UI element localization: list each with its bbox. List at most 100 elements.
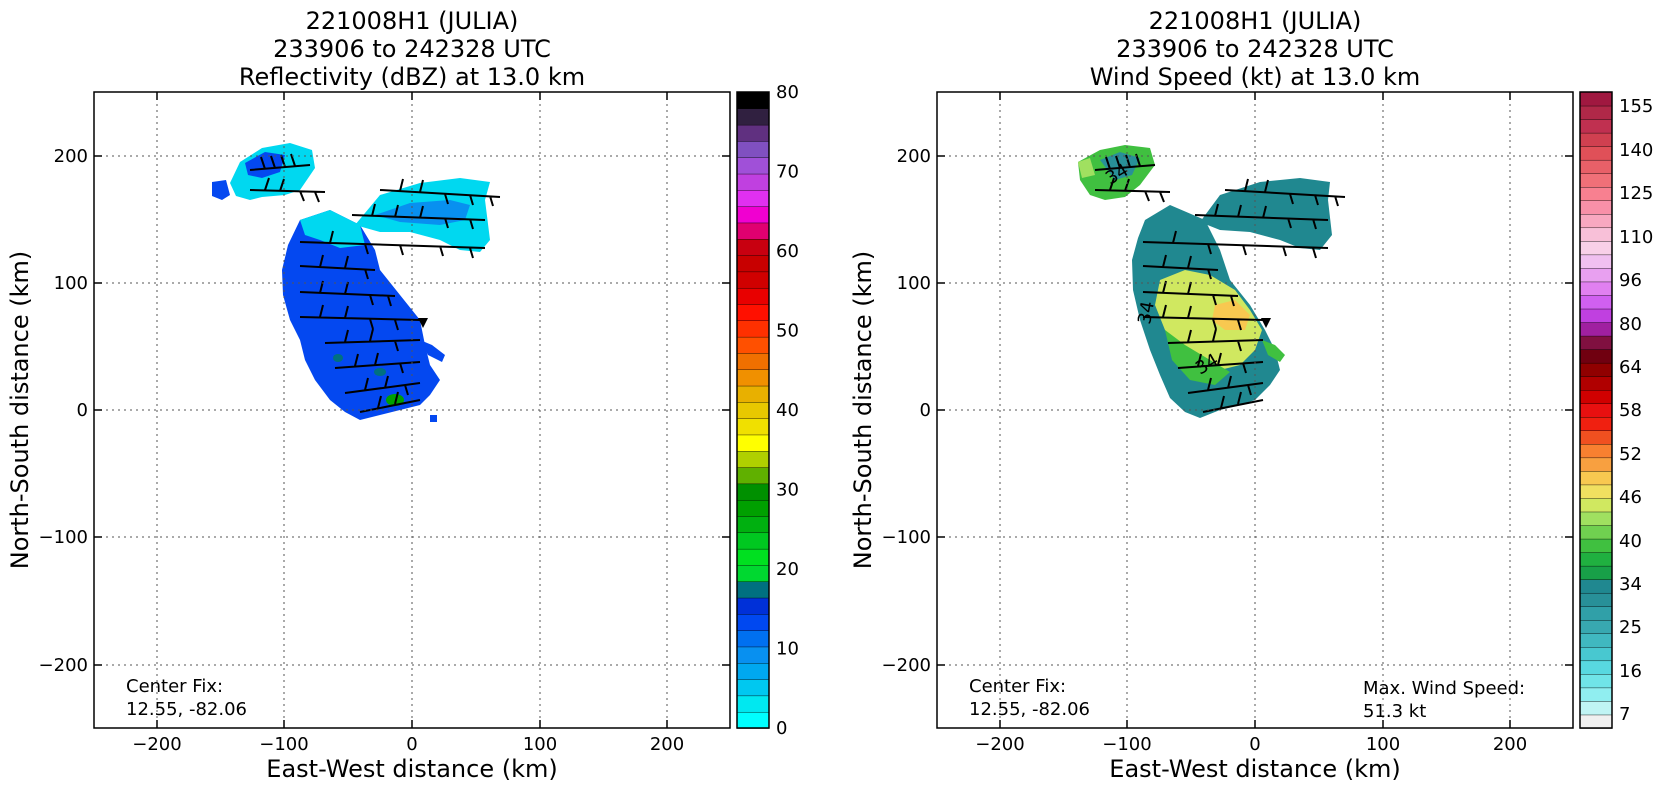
colorbar-tick-label: 50 xyxy=(776,321,799,342)
colorbar-segment xyxy=(1579,565,1613,580)
colorbar-tick-label: 60 xyxy=(776,241,799,262)
colorbar-segment xyxy=(736,678,770,697)
colorbar-tick-label: 70 xyxy=(776,162,799,183)
wind-barb xyxy=(299,254,376,280)
panel-title-line2: 233906 to 242328 UTC xyxy=(1116,35,1394,63)
colorbar-segment xyxy=(1579,660,1613,675)
x-axis-label: East-West distance (km) xyxy=(1109,755,1400,783)
colorbar-tick-label: 155 xyxy=(1619,96,1653,117)
x-tick-label: −200 xyxy=(975,734,1024,755)
x-tick-label: −100 xyxy=(259,734,308,755)
reflectivity-core-3 xyxy=(374,368,386,376)
colorbar-segment xyxy=(736,450,770,468)
max-wind-label: Max. Wind Speed: xyxy=(1363,678,1525,699)
wind-barb xyxy=(249,177,326,203)
colorbar-segment xyxy=(736,369,770,387)
center-fix-label: Center Fix: xyxy=(126,676,223,697)
x-tick-label: 200 xyxy=(650,734,684,755)
grid xyxy=(937,92,1573,728)
colorbar-tick-label: 0 xyxy=(776,718,787,739)
x-tick-labels: −200 −100 0 100 200 xyxy=(975,734,1527,755)
y-tick-label: 200 xyxy=(897,146,931,167)
x-tick-labels: −200 −100 0 100 200 xyxy=(132,734,684,755)
wind-barb xyxy=(324,328,421,352)
colorbar-segment xyxy=(1579,159,1613,174)
x-tick-label: 100 xyxy=(1366,734,1400,755)
wind-barb xyxy=(1142,280,1239,307)
panel-title-line3: Reflectivity (dBZ) at 13.0 km xyxy=(239,63,585,91)
x-tick-label: −200 xyxy=(132,734,181,755)
colorbar-segment xyxy=(736,695,770,713)
wind-barb xyxy=(379,178,501,207)
colorbar-segment xyxy=(1579,281,1613,296)
colorbar-segment xyxy=(1579,416,1613,431)
x-tick-label: 200 xyxy=(1493,734,1527,755)
reflectivity-core-2 xyxy=(333,354,343,362)
colorbar-tick-label: 30 xyxy=(776,480,799,501)
colorbar-segment xyxy=(1579,470,1613,486)
colorbar-segment xyxy=(1579,646,1613,662)
colorbar-tick-label: 80 xyxy=(1619,314,1642,335)
wind-barb xyxy=(1167,328,1264,352)
windspeed-region-east-strip xyxy=(1262,340,1285,362)
colorbar-segment xyxy=(736,303,770,322)
colorbar-segment xyxy=(1579,524,1613,540)
y-axis-label: North-South distance (km) xyxy=(6,251,34,570)
tick-marks xyxy=(937,92,1573,728)
wind-barb xyxy=(299,280,396,307)
wind-barb xyxy=(249,153,311,171)
colorbar-segment xyxy=(736,124,770,142)
colorbar-tick-label: 40 xyxy=(776,400,799,421)
colorbar-segment xyxy=(736,157,770,175)
colorbar-tick-label: 20 xyxy=(776,559,799,580)
panel-reflectivity: 221008H1 (JULIA) 233906 to 242328 UTC Re… xyxy=(6,7,799,783)
colorbar-tick-label: 52 xyxy=(1619,444,1642,465)
center-fix-value: 12.55, -82.06 xyxy=(126,699,247,720)
colorbar-segment xyxy=(1579,132,1613,147)
wind-barb xyxy=(299,304,421,331)
wind-barbs xyxy=(1094,153,1346,413)
panel-windspeed: 221008H1 (JULIA) 233906 to 242328 UTC Wi… xyxy=(849,7,1653,783)
colorbar-segment xyxy=(1579,213,1613,229)
colorbar-segment xyxy=(736,662,770,680)
y-axis-label: North-South distance (km) xyxy=(849,251,877,570)
colorbar-segment xyxy=(1579,673,1613,689)
reflectivity-speck xyxy=(430,415,437,422)
wind-barb xyxy=(1094,177,1171,203)
colorbar-segment xyxy=(1579,227,1613,242)
wind-barb xyxy=(1094,153,1156,171)
wind-barb xyxy=(1187,375,1264,396)
panel-title-line3: Wind Speed (kt) at 13.0 km xyxy=(1090,63,1421,91)
colorbar-segment xyxy=(736,222,770,240)
y-tick-label: 100 xyxy=(54,273,88,294)
colorbar-segment xyxy=(736,320,770,338)
colorbar-segment xyxy=(1579,375,1613,391)
colorbar-segment xyxy=(736,532,770,550)
colorbar-frame xyxy=(736,91,770,729)
wind-barb-flag xyxy=(1261,318,1271,328)
colorbar-segment xyxy=(736,483,770,501)
colorbar-segment xyxy=(736,271,770,289)
panel-title-line2: 233906 to 242328 UTC xyxy=(273,35,551,63)
windspeed-region-peak xyxy=(1212,300,1250,330)
colorbar-reflectivity xyxy=(736,91,770,729)
colorbar-segment xyxy=(1579,403,1613,418)
colorbar-segment xyxy=(1579,538,1613,553)
colorbar-segment xyxy=(736,108,770,126)
colorbar-segment xyxy=(736,548,770,566)
windspeed-region-mid xyxy=(1165,330,1230,385)
colorbar-tick-label: 96 xyxy=(1619,270,1642,291)
colorbar-segment xyxy=(1579,606,1613,621)
colorbar-segment xyxy=(736,287,770,305)
colorbar-segment xyxy=(1579,389,1613,404)
max-wind-value: 51.3 kt xyxy=(1363,701,1426,722)
colorbar-segment xyxy=(1579,457,1613,472)
colorbar-segment xyxy=(1579,335,1613,350)
colorbar-segment xyxy=(736,711,770,729)
colorbar-tick-label: 58 xyxy=(1619,400,1642,421)
colorbar-segment xyxy=(736,254,770,273)
x-tick-label: 0 xyxy=(1249,734,1260,755)
y-tick-label: 0 xyxy=(920,400,931,421)
y-tick-labels: 200 100 0 −100 −200 xyxy=(882,146,931,676)
colorbar-segment xyxy=(1579,348,1613,364)
